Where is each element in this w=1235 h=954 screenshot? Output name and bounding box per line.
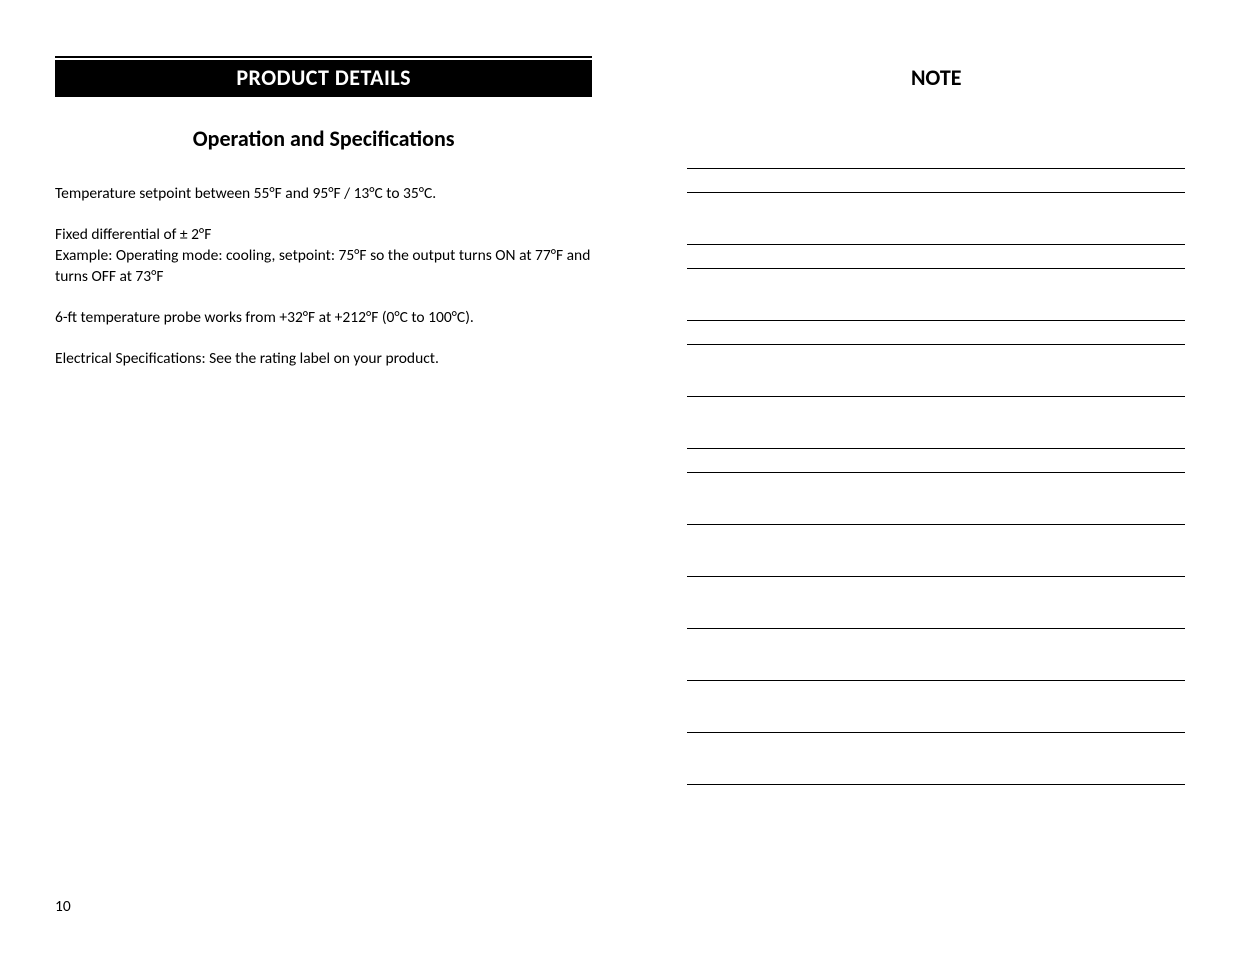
spec-probe-range: 6-ft temperature probe works from +32°F … [55, 308, 592, 329]
note-line-group [687, 725, 1185, 733]
note-line [687, 725, 1185, 733]
note-line [687, 569, 1185, 577]
right-column: NOTE [687, 60, 1185, 785]
note-line-group [687, 621, 1185, 629]
product-details-header: PRODUCT DETAILS [55, 60, 592, 97]
spec-electrical: Electrical Specifications: See the ratin… [55, 349, 592, 370]
note-line [687, 673, 1185, 681]
note-line-group [687, 673, 1185, 681]
note-line-group [687, 777, 1185, 785]
left-column: PRODUCT DETAILS Operation and Specificat… [55, 60, 592, 785]
note-line-group [687, 237, 1185, 269]
note-line [687, 337, 1185, 345]
note-line-group [687, 441, 1185, 473]
note-line [687, 621, 1185, 629]
spec-differential: Fixed differential of ± 2°F [55, 225, 592, 246]
note-line [687, 261, 1185, 269]
note-line-group [687, 389, 1185, 397]
page-number: 10 [55, 897, 71, 916]
note-line [687, 185, 1185, 193]
note-line [687, 313, 1185, 321]
note-line [687, 517, 1185, 525]
note-line [687, 161, 1185, 169]
note-line-group [687, 517, 1185, 525]
note-line [687, 465, 1185, 473]
note-line [687, 389, 1185, 397]
spec-differential-example: Example: Operating mode: cooling, setpoi… [55, 246, 592, 288]
operation-specifications-subheading: Operation and Specifications [55, 125, 592, 152]
note-line-group [687, 313, 1185, 345]
note-lines-area [687, 161, 1185, 785]
spec-setpoint-range: Temperature setpoint between 55°F and 95… [55, 184, 592, 205]
note-line [687, 237, 1185, 245]
note-heading: NOTE [687, 60, 1185, 91]
note-line-group [687, 569, 1185, 577]
page-container: PRODUCT DETAILS Operation and Specificat… [55, 60, 1185, 785]
note-line [687, 441, 1185, 449]
note-line-group [687, 161, 1185, 193]
note-line [687, 777, 1185, 785]
